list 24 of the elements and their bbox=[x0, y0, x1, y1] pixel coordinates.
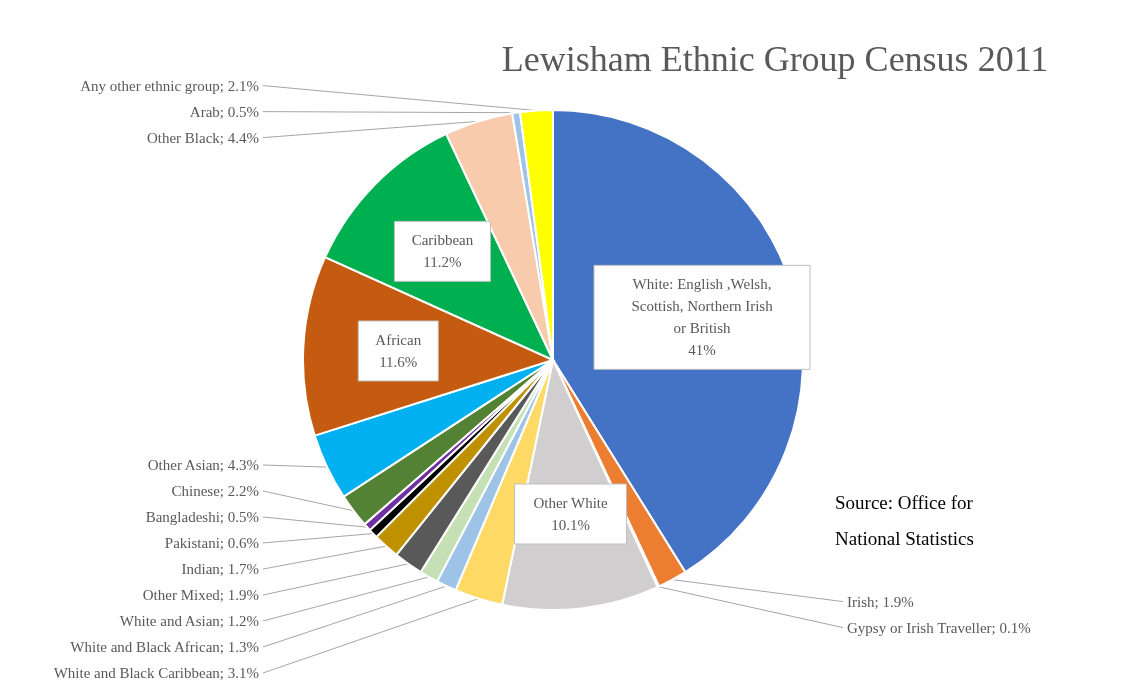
slice-label: Other Asian; 4.3% bbox=[147, 457, 259, 473]
slice-label: White: English ,Welsh, Scottish, Northern Irish or British bbox=[631, 276, 774, 337]
slice-label: Any other ethnic group; 2.1% bbox=[80, 77, 259, 94]
slice-label: Other Mixed; 1.9% bbox=[142, 587, 259, 603]
slice-label: Indian; 1.7% bbox=[181, 561, 259, 577]
slice-label: Arab; 0.5% bbox=[189, 103, 259, 120]
slice-label: African bbox=[375, 331, 422, 348]
data-label: 41% bbox=[688, 342, 716, 359]
slice-label: Bangladeshi; 0.5% bbox=[145, 509, 259, 525]
slice-label: Caribbean bbox=[411, 232, 474, 249]
data-label: 11.2% bbox=[423, 254, 462, 271]
slice-label: Pakistani; 0.6% bbox=[164, 535, 259, 551]
slice-label: Other Black; 4.4% bbox=[146, 129, 259, 146]
slice-label: White and Black African; 1.3% bbox=[70, 639, 259, 655]
data-label: 11.6% bbox=[379, 353, 418, 370]
data-label: 10.1% bbox=[551, 517, 590, 533]
slice-label: White and Asian; 1.2% bbox=[119, 613, 259, 629]
slice-label: Chinese; 2.2% bbox=[171, 483, 259, 499]
slice-label: Gypsy or Irish Traveller; 0.1% bbox=[847, 619, 1031, 636]
slice-label: Other White bbox=[533, 495, 609, 511]
slice-label: Irish; 1.9% bbox=[847, 593, 914, 610]
source-note: Source: Office for National Statistics bbox=[835, 492, 974, 549]
slice-label: White and Black Caribbean; 3.1% bbox=[53, 665, 259, 681]
chart-title: Lewisham Ethnic Group Census 2011 bbox=[501, 39, 1049, 79]
